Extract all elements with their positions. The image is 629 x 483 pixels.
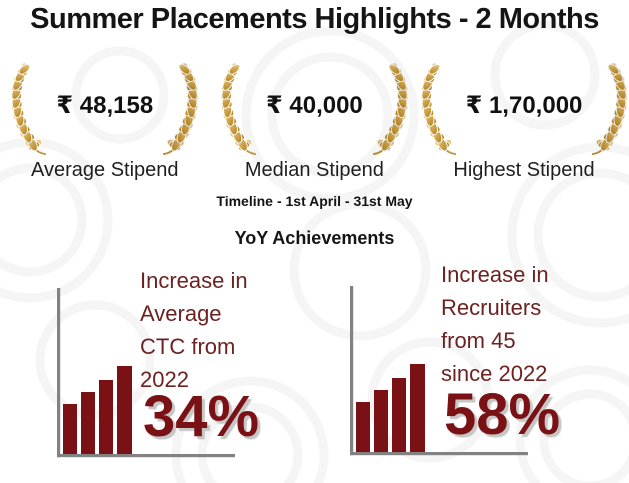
achievement-line: Recruiters xyxy=(441,295,542,320)
timeline-text: Timeline - 1st April - 31st May xyxy=(0,193,629,209)
achievement-recruiters-panel: Increase in Recruiters from 45 since 202… xyxy=(338,256,629,462)
achievement-recruiters-description: Increase in Recruiters from 45 since 202… xyxy=(441,258,549,390)
achievement-line: from 45 xyxy=(441,328,516,353)
stat-median-stipend: ₹ 40,000 Median Stipend xyxy=(210,62,420,182)
laurel-branch-left-icon xyxy=(8,63,47,156)
achievement-line: 2022 xyxy=(140,367,189,392)
laurel-value-group: ₹ 1,70,000 xyxy=(412,62,629,158)
achievement-ctc-description: Increase in Average CTC from 2022 xyxy=(140,264,248,396)
laurel-branch-right-icon xyxy=(372,63,412,156)
achievement-line: since 2022 xyxy=(441,361,548,386)
section-heading-yoy: YoY Achievements xyxy=(234,228,395,248)
highest-stipend-value: ₹ 1,70,000 xyxy=(465,91,583,119)
stipend-stats-row: ₹ 48,158 Average Stipend ₹ 40,000 Median… xyxy=(0,62,629,182)
achievement-line: Increase in xyxy=(441,262,549,287)
highest-stipend-label: Highest Stipend xyxy=(453,159,595,181)
page-title: Summer Placements Highlights - 2 Months xyxy=(30,3,599,35)
average-stipend-label: Average Stipend xyxy=(31,159,179,181)
timeline-dates: - 1st April - 31st May xyxy=(276,193,413,209)
laurel-branch-right-icon xyxy=(163,63,202,156)
timeline-label: Timeline xyxy=(216,193,273,209)
laurel-value-group: ₹ 40,000 xyxy=(212,62,417,158)
achievement-line: Increase in xyxy=(140,268,248,293)
achievement-line: CTC from xyxy=(140,334,236,359)
laurel-value-group: ₹ 48,158 xyxy=(2,62,207,158)
stat-highest-stipend: ₹ 1,70,000 Highest Stipend xyxy=(417,62,629,182)
achievement-line: Average xyxy=(140,301,222,326)
laurel-branch-left-icon xyxy=(417,63,456,156)
laurel-branch-left-icon xyxy=(217,63,256,156)
laurel-branch-right-icon xyxy=(592,63,629,156)
median-stipend-label: Median Stipend xyxy=(244,159,384,181)
ctc-increase-percentage: 34% xyxy=(143,384,260,449)
achievement-ctc-panel: Increase in Average CTC from 2022 34% xyxy=(45,262,307,462)
average-stipend-value: ₹ 48,158 xyxy=(56,91,154,119)
median-stipend-value: ₹ 40,000 xyxy=(266,91,363,119)
recruiters-increase-percentage: 58% xyxy=(444,382,561,447)
stat-average-stipend: ₹ 48,158 Average Stipend xyxy=(0,62,210,182)
